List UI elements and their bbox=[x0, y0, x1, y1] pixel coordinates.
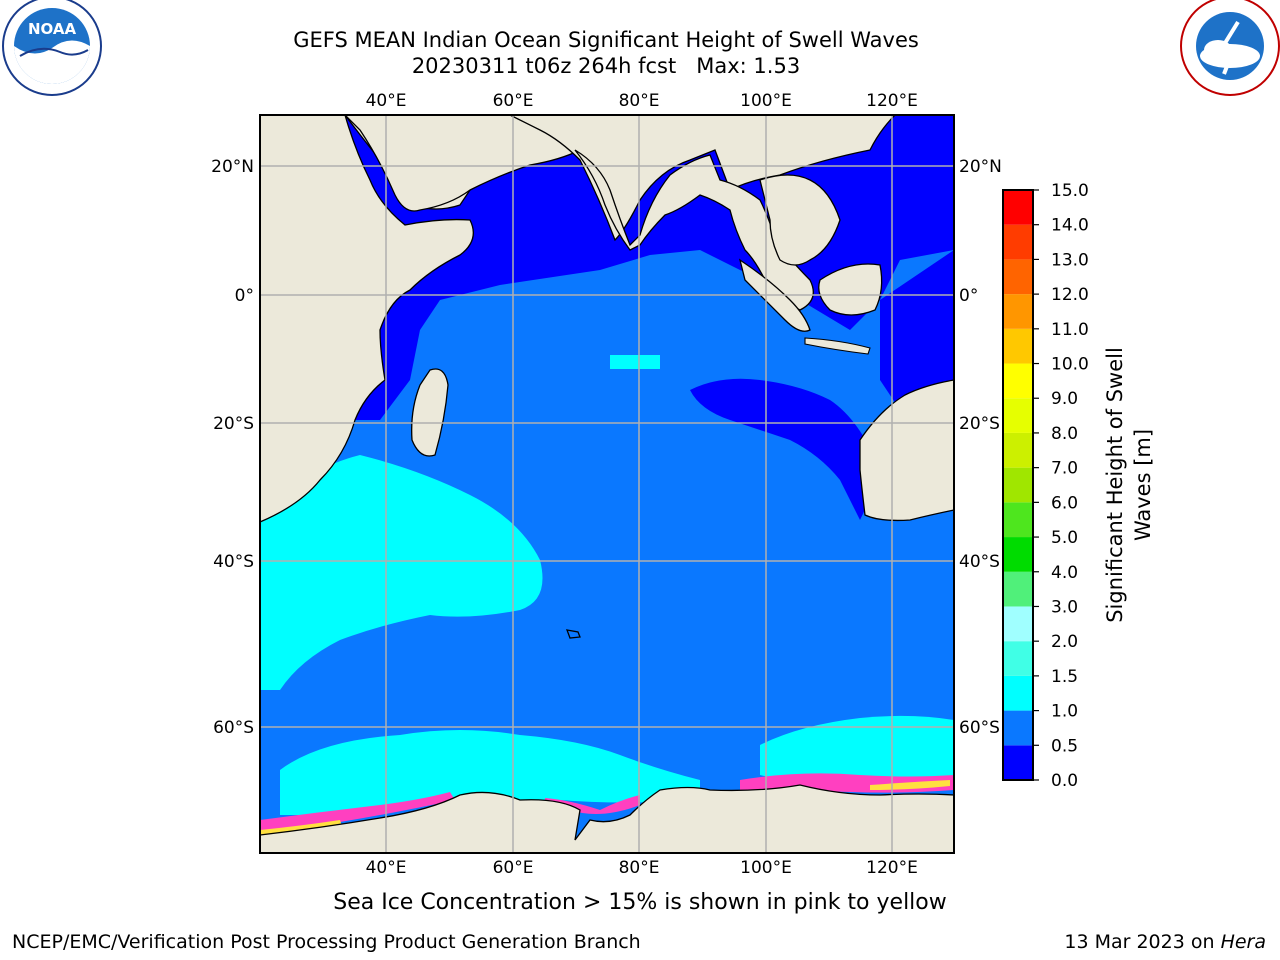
cyan-patch bbox=[610, 355, 660, 369]
colorbar-segment bbox=[1003, 571, 1033, 607]
kerguelen-outline bbox=[565, 629, 581, 639]
lat-label-right: 20°S bbox=[959, 414, 1000, 434]
colorbar-tick-label: 8.0 bbox=[1051, 424, 1078, 444]
run-info: 20230311 t06z 264h fcst bbox=[411, 54, 677, 78]
colorbar-tick-label: 10.0 bbox=[1051, 355, 1089, 375]
colorbar-segment bbox=[1003, 259, 1033, 295]
lon-label-top: 40°E bbox=[366, 91, 407, 111]
footer-date: 13 Mar 2023 on Hera bbox=[1064, 931, 1266, 953]
noaa-logo: NOAA bbox=[2, 0, 102, 96]
footer-date-text: 13 Mar 2023 on bbox=[1064, 931, 1221, 953]
colorbar-segment bbox=[1003, 432, 1033, 468]
deep-blue-west-australia bbox=[690, 378, 880, 520]
land-indochina bbox=[759, 174, 841, 266]
lon-label-bottom: 60°E bbox=[493, 858, 534, 878]
colorbar-tick-label: 12.0 bbox=[1051, 285, 1089, 305]
cyan-southwest bbox=[260, 455, 543, 690]
cyan-south bbox=[280, 730, 700, 815]
deep-blue-indonesia bbox=[880, 250, 954, 410]
lat-label-right: 20°N bbox=[959, 157, 1002, 177]
land-madagascar bbox=[411, 368, 449, 457]
colorbar-segment bbox=[1003, 641, 1033, 676]
gridlines bbox=[260, 115, 954, 853]
colorbar-label-line1: Significant Height of Swell bbox=[1103, 347, 1127, 623]
colorbar-segment bbox=[1003, 675, 1033, 711]
lat-label-left: 20°N bbox=[211, 157, 254, 177]
colorbar-tick-label: 4.0 bbox=[1051, 563, 1078, 583]
colorbar-segment bbox=[1003, 294, 1033, 329]
colorbar-tick-label: 3.0 bbox=[1051, 597, 1078, 617]
chart-title: GEFS MEAN Indian Ocean Significant Heigh… bbox=[293, 28, 919, 52]
colorbar-segment bbox=[1003, 502, 1033, 538]
colorbar-tick-label: 11.0 bbox=[1051, 320, 1089, 340]
colorbar-segment bbox=[1003, 745, 1033, 780]
chart-subtitle: 20230311 t06z 264h fcst Max: 1.53 bbox=[0, 53, 1212, 79]
lat-label-right: 60°S bbox=[959, 718, 1000, 738]
colorbar-segment bbox=[1003, 398, 1033, 433]
colorbar-tick-label: 14.0 bbox=[1051, 216, 1089, 236]
colorbar-segment bbox=[1003, 190, 1033, 225]
lon-label-top: 80°E bbox=[619, 91, 660, 111]
colorbar-label-line2: Waves [m] bbox=[1131, 429, 1155, 541]
colorbar-tick-label: 2.0 bbox=[1051, 632, 1078, 652]
colorbar-segment bbox=[1003, 328, 1033, 364]
colorbar-segment bbox=[1003, 606, 1033, 642]
land-australia bbox=[859, 379, 954, 522]
land-antarctica bbox=[260, 784, 954, 853]
land-south-asia bbox=[509, 115, 954, 242]
sea-ice-note: Sea Ice Concentration > 15% is shown in … bbox=[333, 890, 947, 915]
colorbar-tick-label: 5.0 bbox=[1051, 528, 1078, 548]
colorbar-tick-label: 0.0 bbox=[1051, 771, 1078, 791]
footer-host: Hera bbox=[1220, 931, 1266, 953]
colorbar-label: Significant Height of Swell Waves [m] bbox=[1103, 347, 1155, 623]
colorbar-tick-label: 6.0 bbox=[1051, 493, 1078, 513]
land-borneo bbox=[818, 263, 883, 316]
colorbar-frame bbox=[1002, 189, 1034, 781]
lon-label-bottom: 80°E bbox=[619, 858, 660, 878]
lon-label-bottom: 100°E bbox=[740, 858, 792, 878]
colorbar-tick-label: 7.0 bbox=[1051, 459, 1078, 479]
colorbar-segment bbox=[1003, 224, 1033, 260]
colorbar: 0.0 0.5 1.0 1.5 2.0 3.0 4.0 5.0 6.0 7.0 8.0 9.0 10.0… bbox=[1002, 181, 1089, 791]
lat-label-left: 60°S bbox=[213, 718, 254, 738]
colorbar-tick-label: 9.0 bbox=[1051, 389, 1078, 409]
land-java bbox=[804, 337, 871, 355]
cyan-southeast bbox=[760, 715, 954, 785]
colorbar-segment bbox=[1003, 710, 1033, 746]
sea-ice-yellow-east bbox=[870, 780, 950, 790]
lat-label-left: 40°S bbox=[213, 552, 254, 572]
noaa-logo-text: NOAA bbox=[28, 20, 77, 38]
lat-label-right: 0° bbox=[959, 286, 978, 306]
nws-logo bbox=[1180, 0, 1280, 96]
lat-label-left: 20°S bbox=[213, 414, 254, 434]
lon-label-bottom: 40°E bbox=[366, 858, 407, 878]
colorbar-segment bbox=[1003, 363, 1033, 399]
max-value: Max: 1.53 bbox=[696, 54, 801, 78]
colorbar-segment bbox=[1003, 467, 1033, 503]
sea-ice-pink-west bbox=[260, 792, 455, 832]
colorbar-tick-label: 0.5 bbox=[1051, 736, 1078, 756]
lon-label-top: 100°E bbox=[740, 91, 792, 111]
lon-label-top: 60°E bbox=[493, 91, 534, 111]
colorbar-tick-label: 1.0 bbox=[1051, 702, 1078, 722]
lon-label-bottom: 120°E bbox=[866, 858, 918, 878]
map-area bbox=[260, 115, 954, 853]
colorbar-segment bbox=[1003, 537, 1033, 572]
colorbar-tick-label: 15.0 bbox=[1051, 181, 1089, 201]
colorbar-tick-label: 13.0 bbox=[1051, 250, 1089, 270]
colorbar-tick-label: 1.5 bbox=[1051, 667, 1078, 687]
lat-label-right: 40°S bbox=[959, 552, 1000, 572]
lat-label-left: 0° bbox=[235, 286, 254, 306]
lon-label-top: 120°E bbox=[866, 91, 918, 111]
footer-credit: NCEP/EMC/Verification Post Processing Pr… bbox=[12, 931, 641, 953]
map-frame bbox=[259, 114, 955, 854]
